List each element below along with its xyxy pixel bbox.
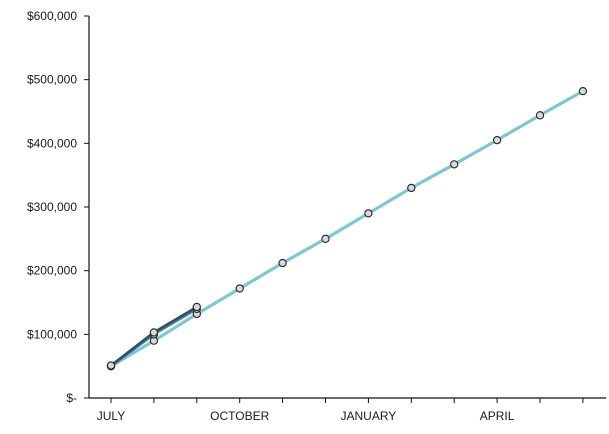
series-line (109, 89, 585, 368)
y-tick-label: $100,000 (27, 327, 77, 341)
data-point (364, 209, 373, 218)
data-point (492, 135, 502, 145)
data-point (535, 111, 545, 120)
x-tick-label: JANUARY (341, 409, 397, 423)
series-lines (109, 89, 585, 368)
data-point (407, 183, 416, 193)
data-point (450, 160, 459, 169)
series-points (106, 86, 588, 371)
y-tick-label: $500,000 (27, 73, 77, 87)
x-tick-label: OCTOBER (210, 409, 269, 423)
data-point (578, 86, 588, 96)
x-tick-label: JULY (97, 409, 125, 423)
y-tick-label: $400,000 (27, 136, 77, 150)
data-point (278, 258, 287, 268)
data-point (235, 284, 244, 293)
axes (88, 16, 606, 399)
data-point (192, 302, 201, 312)
y-tick-label: $200,000 (27, 264, 77, 278)
data-point (106, 361, 116, 370)
y-tick-label: $300,000 (27, 200, 77, 214)
data-point (149, 328, 159, 337)
data-point (321, 234, 330, 243)
axis-ticks: $- $100,000 $200,000 $300,000 $400,000 $500,0… (27, 9, 584, 423)
x-tick-label: APRIL (480, 409, 515, 423)
y-tick-label: $- (66, 391, 77, 405)
y-tick-label: $600,000 (27, 9, 77, 23)
